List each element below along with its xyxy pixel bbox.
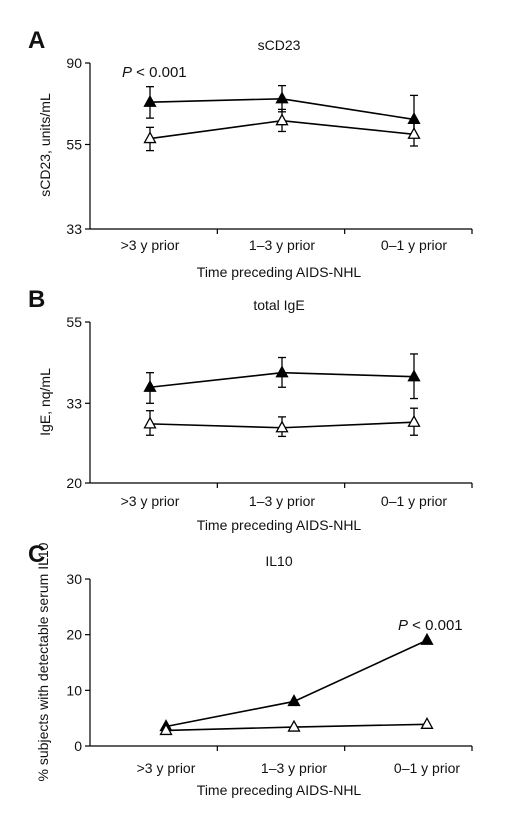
panel-c-x-axis-label: Time preceding AIDS-NHL: [197, 782, 362, 798]
panel-b-point-filled-triangle: [143, 379, 157, 392]
panel-a-x-tick-label: >3 y prior: [121, 237, 180, 253]
panel-c-y-tick-label: 20: [66, 627, 82, 643]
panel-a-point-open-triangle: [275, 113, 289, 126]
panel-a-title: sCD23: [258, 37, 301, 53]
panel-c-point-open-triangle: [420, 716, 434, 729]
panel-a-letter: A: [28, 27, 45, 54]
panel-b-x-axis-label: Time preceding AIDS-NHL: [197, 517, 362, 533]
panel-b-point-open-triangle: [143, 416, 157, 429]
panel-a-y-tick-label: 55: [66, 136, 82, 152]
panel-a-annotation: P < 0.001: [122, 64, 187, 81]
panel-b-point-filled-triangle: [407, 369, 421, 382]
panel-b-letter: B: [28, 286, 45, 313]
panel-c-y-tick-label: 30: [66, 571, 82, 587]
panel-c-point-filled-triangle: [287, 694, 301, 707]
panel-b-y-tick-label: 33: [66, 395, 82, 411]
panel-a: A sCD23 Time preceding AIDS-NHL sCD23, u…: [28, 27, 473, 280]
panel-c-plot-area: 0 10 20 30 >3 y prior 1–3 y prior 0–1 y prior: [66, 571, 473, 776]
panel-c-x-tick-label: >3 y prior: [137, 760, 196, 776]
panel-c-point-open-triangle: [287, 719, 301, 732]
panel-a-y-tick-label: 33: [66, 221, 82, 237]
panel-c-x-tick-label: 1–3 y prior: [261, 760, 327, 776]
panel-b-x-tick-label: >3 y prior: [121, 493, 180, 509]
panel-a-y-axis-label: sCD23, units/mL: [37, 93, 53, 197]
panel-a-x-tick-label: 0–1 y prior: [381, 237, 447, 253]
panel-b-x-tick-label: 1–3 y prior: [249, 493, 315, 509]
panel-c-x-tick-label: 0–1 y prior: [394, 760, 460, 776]
panel-a-plot-area: 33 55 90 >3 y prior 1–3 y prior 0–1 y prior: [66, 55, 473, 253]
panel-b-point-open-triangle: [407, 414, 421, 427]
panel-c: C IL10 Time preceding AIDS-NHL % subject…: [28, 541, 473, 798]
panel-a-point-filled-triangle: [275, 91, 289, 104]
panel-b-point-open-triangle: [275, 420, 289, 433]
panel-b-y-tick-label: 20: [66, 475, 82, 491]
panel-a-point-filled-triangle: [143, 94, 157, 107]
panel-c-y-tick-label: 10: [66, 682, 82, 698]
panel-c-title: IL10: [265, 553, 292, 569]
panel-c-letter: C: [28, 541, 45, 568]
panel-c-point-open-triangle: [159, 723, 173, 736]
panel-a-point-open-triangle: [407, 126, 421, 139]
panel-a-y-tick-label: 90: [66, 55, 82, 71]
panel-b-plot-area: 20 33 55 >3 y prior 1–3 y prior 0–1 y prior: [66, 314, 473, 509]
panel-b-point-filled-triangle: [275, 365, 289, 378]
panel-b-y-tick-label: 55: [66, 314, 82, 330]
panel-b-y-axis-label: IgE, nq/mL: [37, 368, 53, 436]
panel-a-x-axis-label: Time preceding AIDS-NHL: [197, 264, 362, 280]
panel-a-point-open-triangle: [143, 131, 157, 144]
panel-b: B total IgE Time preceding AIDS-NHL IgE,…: [28, 286, 473, 533]
panel-c-y-axis-label: % subjects with detectable serum IL10: [35, 542, 51, 781]
panel-a-x-tick-label: 1–3 y prior: [249, 237, 315, 253]
panel-c-y-tick-label: 0: [74, 738, 82, 754]
panel-c-annotation: P < 0.001: [398, 617, 463, 634]
panel-b-title: total IgE: [253, 297, 304, 313]
panel-c-point-filled-triangle: [420, 632, 434, 645]
panel-b-x-tick-label: 0–1 y prior: [381, 493, 447, 509]
